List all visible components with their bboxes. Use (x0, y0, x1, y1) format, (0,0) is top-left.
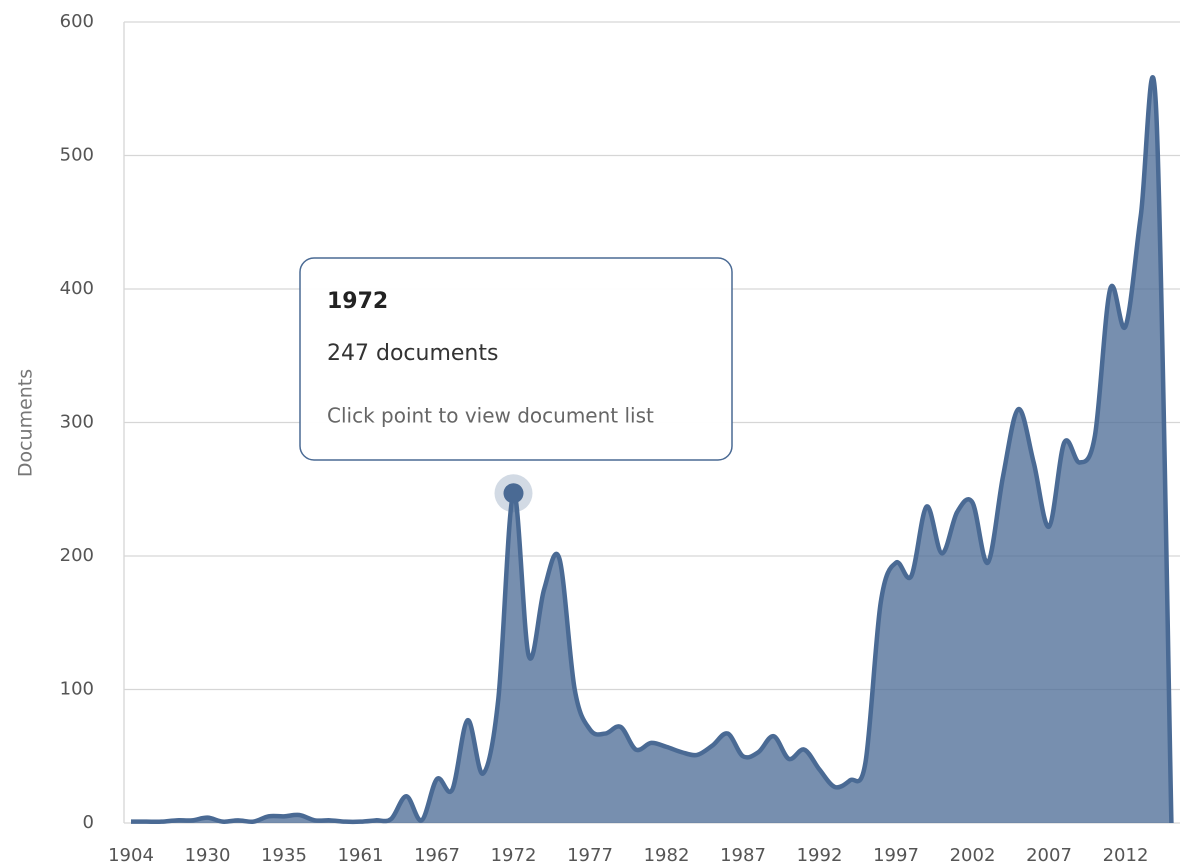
y-tick-label: 500 (60, 145, 94, 166)
x-tick-label: 2002 (950, 845, 996, 866)
x-tick-label: 1904 (108, 845, 154, 866)
area (131, 77, 1172, 823)
x-tick-label: 1972 (491, 845, 537, 866)
tooltip-title: 1972 (327, 289, 388, 314)
x-tick-label: 1935 (261, 845, 307, 866)
x-tick-label: 1997 (873, 845, 919, 866)
y-axis-label: Documents (15, 369, 37, 477)
x-tick-label: 2012 (1103, 845, 1149, 866)
x-tick-label: 1992 (797, 845, 843, 866)
x-tick-label: 1982 (644, 845, 690, 866)
y-tick-label: 400 (60, 278, 94, 299)
y-tick-label: 300 (60, 412, 94, 433)
x-tick-label: 2007 (1026, 845, 1072, 866)
hover-point (503, 483, 524, 504)
x-tick-label: 1961 (338, 845, 384, 866)
y-tick-label: 0 (83, 812, 94, 833)
x-tick-label: 1977 (567, 845, 613, 866)
x-tick-label: 1987 (720, 845, 766, 866)
tooltip-body: 247 documents (327, 341, 498, 366)
y-tick-label: 600 (60, 11, 94, 32)
y-tick-label: 200 (60, 545, 94, 566)
x-tick-label: 1967 (414, 845, 460, 866)
tooltip-box (299, 257, 733, 461)
y-tick-label: 100 (60, 679, 94, 700)
tooltip-note: Click point to view document list (327, 404, 654, 428)
x-tick-label: 1930 (185, 845, 231, 866)
line (131, 74, 1174, 825)
